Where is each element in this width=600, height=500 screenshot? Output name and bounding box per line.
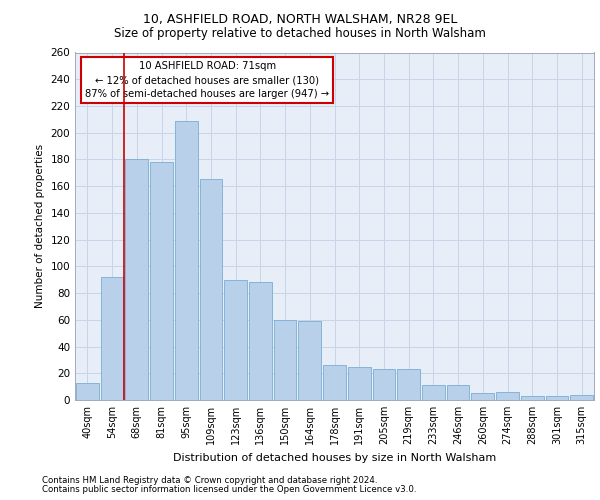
Bar bbox=[175, 120, 197, 400]
Bar bbox=[570, 394, 593, 400]
X-axis label: Distribution of detached houses by size in North Walsham: Distribution of detached houses by size … bbox=[173, 452, 496, 462]
Bar bbox=[274, 320, 296, 400]
Bar bbox=[397, 370, 420, 400]
Text: Contains HM Land Registry data © Crown copyright and database right 2024.: Contains HM Land Registry data © Crown c… bbox=[42, 476, 377, 485]
Bar bbox=[298, 321, 321, 400]
Text: Size of property relative to detached houses in North Walsham: Size of property relative to detached ho… bbox=[114, 28, 486, 40]
Bar bbox=[521, 396, 544, 400]
Bar bbox=[76, 382, 99, 400]
Bar bbox=[496, 392, 519, 400]
Bar bbox=[323, 365, 346, 400]
Bar bbox=[348, 366, 371, 400]
Bar bbox=[447, 386, 469, 400]
Bar bbox=[249, 282, 272, 400]
Bar bbox=[422, 386, 445, 400]
Bar bbox=[101, 277, 124, 400]
Bar bbox=[150, 162, 173, 400]
Bar bbox=[224, 280, 247, 400]
Bar bbox=[373, 370, 395, 400]
Y-axis label: Number of detached properties: Number of detached properties bbox=[35, 144, 45, 308]
Text: 10, ASHFIELD ROAD, NORTH WALSHAM, NR28 9EL: 10, ASHFIELD ROAD, NORTH WALSHAM, NR28 9… bbox=[143, 12, 457, 26]
Text: Contains public sector information licensed under the Open Government Licence v3: Contains public sector information licen… bbox=[42, 485, 416, 494]
Bar bbox=[545, 396, 568, 400]
Bar bbox=[200, 180, 222, 400]
Text: 10 ASHFIELD ROAD: 71sqm
← 12% of detached houses are smaller (130)
87% of semi-d: 10 ASHFIELD ROAD: 71sqm ← 12% of detache… bbox=[85, 61, 329, 99]
Bar bbox=[472, 394, 494, 400]
Bar bbox=[125, 160, 148, 400]
